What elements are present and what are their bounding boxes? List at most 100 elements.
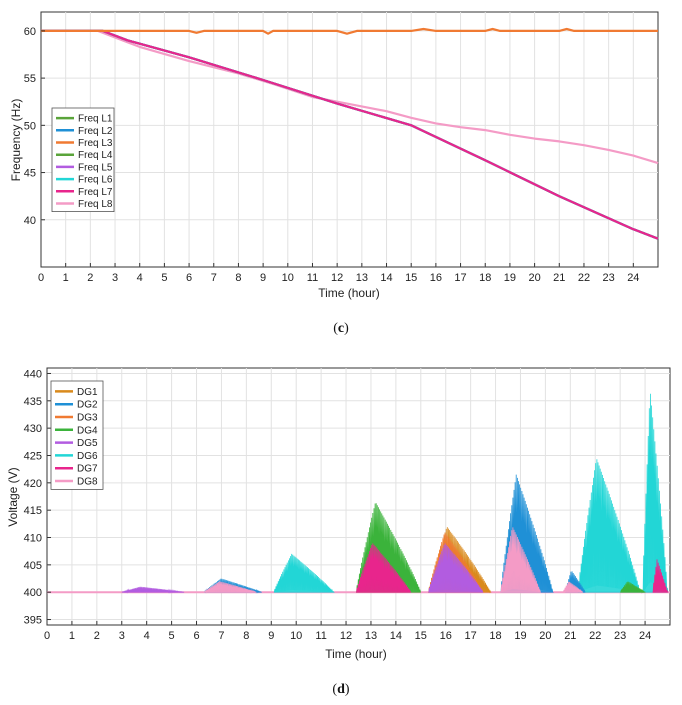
x-tick-label: 11 bbox=[315, 630, 326, 642]
x-tick-label: 21 bbox=[553, 272, 565, 284]
legend-entry: DG6 bbox=[77, 451, 98, 462]
y-tick-label: 410 bbox=[24, 533, 42, 545]
x-tick-label: 12 bbox=[331, 272, 343, 284]
legend-entry: DG7 bbox=[77, 464, 98, 475]
voltage-x-axis-label: Time (hour) bbox=[325, 647, 387, 661]
y-tick-label: 415 bbox=[24, 505, 42, 517]
x-tick-label: 3 bbox=[119, 630, 125, 642]
x-tick-label: 4 bbox=[137, 272, 143, 284]
x-tick-label: 2 bbox=[94, 630, 100, 642]
voltage-x-ticks: 0 1 2 3 4 5 6 7 8 9 10 11 12 13 14 15 16 17 18 19 20 21 22 23 24 bbox=[44, 621, 651, 642]
legend-entry: DG2 bbox=[77, 400, 98, 411]
x-tick-label: 14 bbox=[380, 272, 392, 284]
burst-dg4 bbox=[620, 581, 646, 594]
x-tick-label: 8 bbox=[243, 630, 249, 642]
x-tick-label: 7 bbox=[218, 630, 224, 642]
x-tick-label: 23 bbox=[603, 272, 615, 284]
y-tick-label: 395 bbox=[24, 615, 42, 627]
y-tick-label: 45 bbox=[24, 168, 36, 180]
legend-entry: Freq L7 bbox=[78, 187, 113, 198]
legend-entry: Freq L2 bbox=[78, 126, 113, 137]
x-tick-label: 21 bbox=[564, 630, 576, 642]
x-tick-label: 9 bbox=[268, 630, 274, 642]
x-tick-label: 5 bbox=[169, 630, 175, 642]
legend-entry: DG1 bbox=[77, 387, 98, 398]
x-tick-label: 24 bbox=[639, 630, 651, 642]
x-tick-label: 23 bbox=[614, 630, 626, 642]
legend-entry: Freq L3 bbox=[78, 138, 113, 149]
x-tick-label: 10 bbox=[290, 630, 302, 642]
burst-dg8 bbox=[562, 581, 583, 594]
voltage-y-axis-label: Voltage (V) bbox=[6, 467, 20, 526]
legend-entry: Freq L8 bbox=[78, 199, 113, 210]
y-tick-label: 40 bbox=[24, 215, 36, 227]
frequency-plot-area bbox=[40, 11, 659, 268]
x-tick-label: 15 bbox=[415, 630, 427, 642]
x-tick-label: 16 bbox=[430, 272, 442, 284]
x-tick-label: 15 bbox=[405, 272, 417, 284]
x-tick-label: 20 bbox=[539, 630, 551, 642]
x-tick-label: 17 bbox=[454, 272, 466, 284]
x-tick-label: 0 bbox=[44, 630, 50, 642]
voltage-series bbox=[47, 393, 670, 594]
legend-entry: Freq L1 bbox=[78, 114, 113, 125]
burst-dg6 bbox=[273, 553, 335, 593]
x-tick-label: 7 bbox=[211, 272, 217, 284]
x-tick-label: 8 bbox=[235, 272, 241, 284]
x-tick-label: 17 bbox=[465, 630, 477, 642]
x-tick-label: 12 bbox=[340, 630, 352, 642]
x-tick-label: 5 bbox=[161, 272, 167, 284]
legend-entry: Freq L6 bbox=[78, 175, 113, 186]
voltage-chart: 0 1 2 3 4 5 6 7 8 9 10 11 12 13 14 15 16 17 18 19 20 21 22 23 24… bbox=[6, 367, 671, 697]
burst-dg5 bbox=[428, 543, 484, 593]
y-tick-label: 430 bbox=[24, 423, 42, 435]
burst-dg8 bbox=[204, 581, 257, 594]
x-tick-label: 13 bbox=[356, 272, 368, 284]
x-tick-label: 18 bbox=[479, 272, 491, 284]
y-tick-label: 420 bbox=[24, 478, 42, 490]
x-tick-label: 6 bbox=[186, 272, 192, 284]
series-line-freq-l8 bbox=[41, 29, 659, 165]
y-tick-label: 50 bbox=[24, 120, 36, 132]
x-tick-label: 2 bbox=[87, 272, 93, 284]
series-line-freq-l3 bbox=[41, 27, 658, 35]
x-tick-label: 0 bbox=[38, 272, 44, 284]
frequency-x-axis-label: Time (hour) bbox=[318, 286, 380, 300]
x-tick-label: 22 bbox=[578, 272, 590, 284]
x-tick-label: 1 bbox=[63, 272, 69, 284]
legend-entry: DG5 bbox=[77, 438, 98, 449]
x-tick-label: 9 bbox=[260, 272, 266, 284]
frequency-series bbox=[41, 27, 659, 240]
frequency-chart: 0 1 2 3 4 5 6 7 8 9 10 11 12 13 14 15 16 17 18 19 20 21 22 23 24… bbox=[9, 11, 659, 336]
burst-dg5 bbox=[121, 586, 185, 594]
burst-dg7 bbox=[356, 543, 411, 593]
panel-label-d-letter: d bbox=[337, 682, 345, 697]
x-tick-label: 13 bbox=[365, 630, 377, 642]
x-tick-label: 22 bbox=[589, 630, 601, 642]
legend-box bbox=[51, 107, 115, 212]
legend-entry: DG4 bbox=[77, 425, 98, 436]
y-tick-label: 425 bbox=[24, 450, 42, 462]
x-tick-label: 14 bbox=[390, 630, 402, 642]
frequency-y-ticks: 40 45 50 55 60 bbox=[24, 26, 45, 227]
frequency-x-ticks: 0 1 2 3 4 5 6 7 8 9 10 11 12 13 14 15 16 17 18 19 20 21 22 23 24 bbox=[38, 263, 639, 284]
burst-dg7 bbox=[652, 559, 669, 593]
legend-entry: DG3 bbox=[77, 413, 98, 424]
legend-entry: Freq L4 bbox=[78, 150, 113, 161]
y-tick-label: 55 bbox=[24, 73, 36, 85]
x-tick-label: 16 bbox=[440, 630, 452, 642]
frequency-y-axis-label: Frequency (Hz) bbox=[9, 99, 23, 182]
burst-dg2 bbox=[565, 571, 586, 593]
x-tick-label: 11 bbox=[307, 272, 318, 284]
legend-box bbox=[50, 380, 104, 490]
panel-label-d: (d) bbox=[332, 682, 349, 697]
x-tick-label: 18 bbox=[489, 630, 501, 642]
x-tick-label: 3 bbox=[112, 272, 118, 284]
panel-label-c-letter: c bbox=[338, 321, 344, 336]
y-tick-label: 400 bbox=[24, 587, 42, 599]
x-tick-label: 4 bbox=[144, 630, 150, 642]
x-tick-label: 24 bbox=[627, 272, 639, 284]
